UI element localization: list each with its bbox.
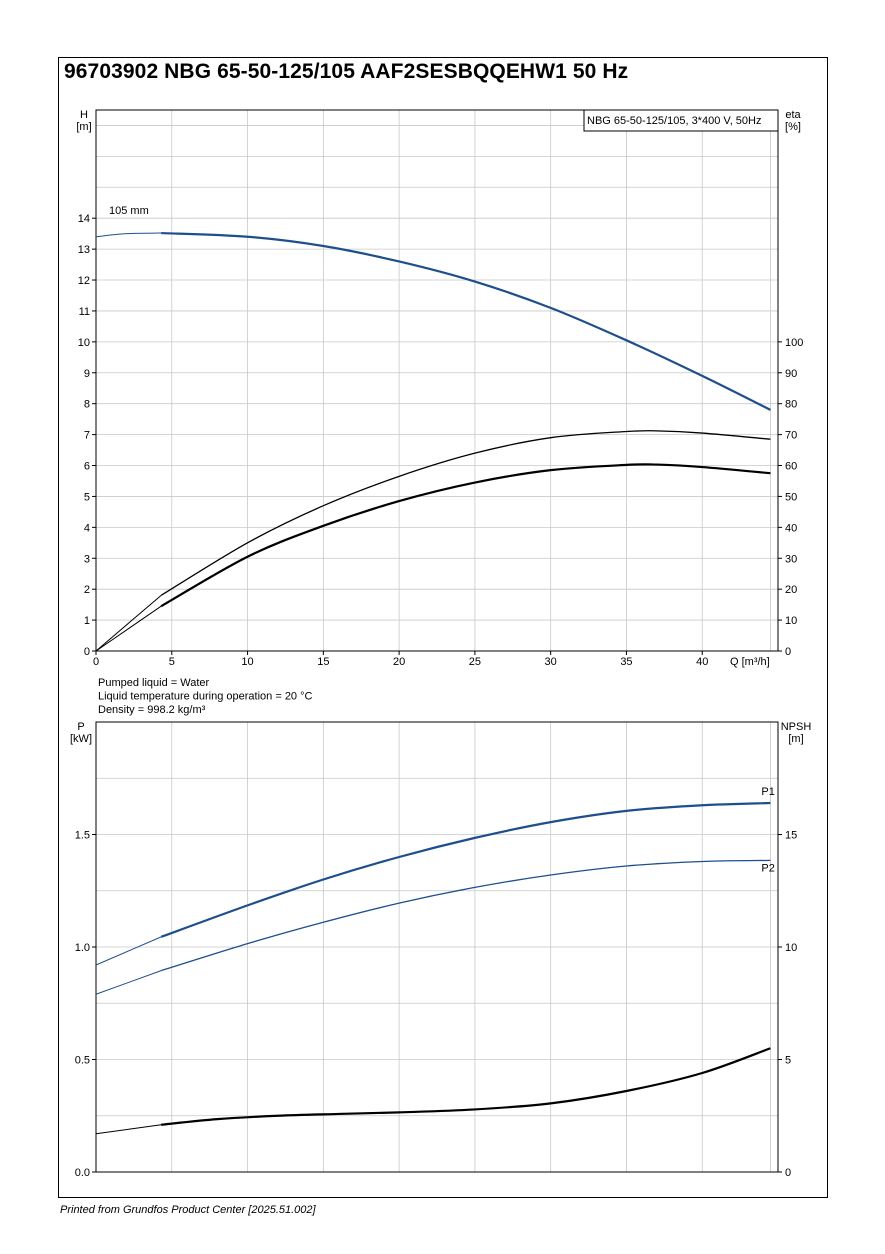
y-tick-label: 10	[78, 337, 90, 349]
impeller-diameter-label: 105 mm	[109, 205, 149, 217]
y-tick-label: 5	[84, 491, 90, 503]
x-tick-label: 15	[317, 656, 329, 668]
efficiency-curve-total-extension	[95, 605, 162, 652]
p-tick-label: 0.5	[75, 1055, 90, 1067]
y-tick-label: 3	[84, 553, 90, 565]
p2-label: P2	[761, 862, 774, 874]
y-tick-label: 9	[84, 368, 90, 380]
power-curve-p1-extension	[95, 936, 162, 966]
plot-area	[95, 109, 779, 652]
y-tick-label: 8	[84, 399, 90, 411]
x-tick-label: 0	[93, 656, 99, 668]
legend-label: NBG 65-50-125/105, 3*400 V, 50Hz	[587, 115, 762, 127]
efficiency-curve-hydraulic	[160, 430, 771, 596]
y-tick-label: 13	[78, 244, 90, 256]
p-tick-label: 0.0	[75, 1167, 90, 1179]
chart-frame	[58, 57, 828, 1198]
footer-note: Printed from Grundfos Product Center [20…	[60, 1204, 316, 1216]
npsh-axis-unit: [m]	[788, 733, 803, 745]
p-axis-unit: [kW]	[70, 733, 92, 745]
y-tick-label: 6	[84, 461, 90, 473]
y-axis-label: H	[80, 109, 88, 121]
y2-tick-label: 80	[785, 399, 797, 411]
y-tick-label: 7	[84, 430, 90, 442]
npsh-tick-label: 15	[785, 830, 797, 842]
p-axis-label: P	[77, 721, 84, 733]
y-tick-label: 12	[78, 275, 90, 287]
y-tick-label: 2	[84, 584, 90, 596]
npsh-curve-extension	[95, 1124, 162, 1135]
power-curve-p2-extension	[95, 970, 162, 995]
y2-tick-label: 40	[785, 522, 797, 534]
p1-label: P1	[761, 786, 774, 798]
x-tick-label: 25	[469, 656, 481, 668]
x-tick-label: 35	[620, 656, 632, 668]
x-tick-label: 30	[545, 656, 557, 668]
y2-tick-label: 60	[785, 461, 797, 473]
x-axis-label: Q [m³/h]	[730, 656, 770, 668]
efficiency-curve-hydraulic-extension	[95, 594, 162, 652]
y2-axis-unit: [%]	[785, 121, 801, 133]
y2-tick-label: 10	[785, 615, 797, 627]
head-curve	[161, 231, 771, 411]
y2-tick-label: 0	[785, 646, 791, 658]
y2-tick-label: 30	[785, 553, 797, 565]
y2-tick-label: 90	[785, 368, 797, 380]
p-tick-label: 1.5	[75, 830, 90, 842]
x-tick-label: 40	[696, 656, 708, 668]
npsh-tick-label: 10	[785, 942, 797, 954]
x-tick-label: 20	[393, 656, 405, 668]
npsh-axis-label: NPSH	[781, 721, 812, 733]
y-tick-label: 14	[78, 213, 90, 225]
y2-tick-label: 50	[785, 491, 797, 503]
y2-tick-label: 70	[785, 430, 797, 442]
y2-tick-label: 20	[785, 584, 797, 596]
page-title: 96703902 NBG 65-50-125/105 AAF2SESBQQEHW…	[64, 60, 629, 83]
power-curve-p1	[160, 801, 771, 938]
x-tick-label: 10	[241, 656, 253, 668]
y-tick-label: 4	[84, 522, 90, 534]
efficiency-curve-total	[160, 463, 771, 608]
liquid-info-line: Liquid temperature during operation = 20…	[98, 691, 313, 703]
power-curve-p2	[160, 859, 771, 972]
liquid-info-line: Density = 998.2 kg/m³	[98, 704, 206, 716]
y-tick-label: 11	[79, 306, 90, 318]
y2-axis-label: eta	[785, 109, 801, 121]
y-tick-label: 0	[84, 646, 90, 658]
p-tick-label: 1.0	[75, 942, 90, 954]
y-axis-unit: [m]	[76, 121, 91, 133]
head-curve-extension	[95, 232, 162, 238]
npsh-tick-label: 0	[785, 1167, 791, 1179]
legend-box	[583, 109, 779, 132]
liquid-info-line: Pumped liquid = Water	[98, 677, 210, 689]
npsh-curve	[161, 1047, 771, 1126]
y-tick-label: 1	[84, 615, 90, 627]
npsh-tick-label: 5	[785, 1055, 791, 1067]
x-tick-label: 5	[169, 656, 175, 668]
y2-tick-label: 100	[785, 337, 803, 349]
